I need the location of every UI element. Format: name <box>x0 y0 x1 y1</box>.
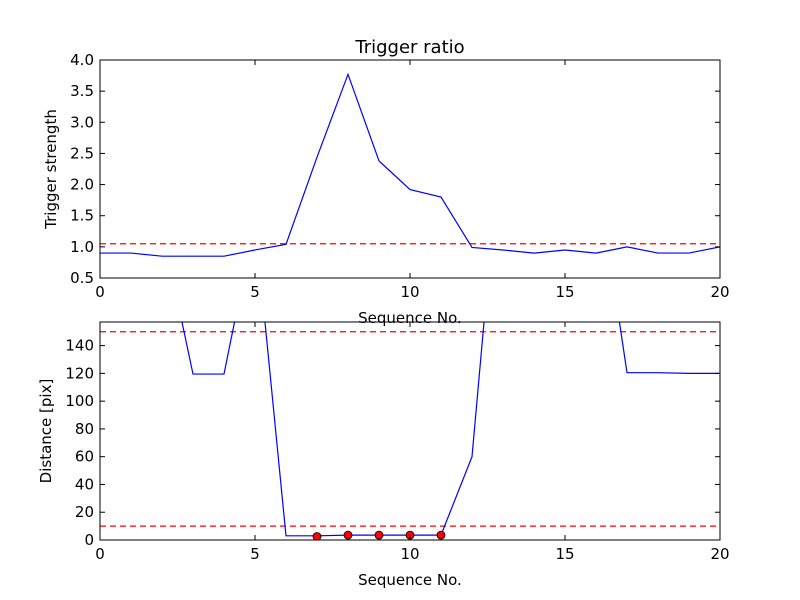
y-tick-label: 3.5 <box>70 82 94 100</box>
distance-axes-frame <box>99 321 721 541</box>
y-tick-label: 0.5 <box>70 269 94 287</box>
series-line <box>100 72 720 257</box>
x-tick-label: 20 <box>710 283 729 301</box>
y-tick-label: 20 <box>75 503 94 521</box>
x-tick-label: 10 <box>400 283 419 301</box>
y-tick-label: 120 <box>65 364 94 382</box>
y-tick-label: 80 <box>75 420 94 438</box>
y-tick-label: 0 <box>84 531 94 549</box>
data-point <box>312 532 322 540</box>
x-tick-label: 15 <box>555 545 574 563</box>
y-tick-label: 2.5 <box>70 144 94 162</box>
x-tick-label: 5 <box>250 545 260 563</box>
data-point <box>374 530 384 540</box>
x-tick-label: 15 <box>555 283 574 301</box>
x-tick-label: 0 <box>95 283 105 301</box>
y-tick-label: 1.5 <box>70 207 94 225</box>
y-tick-label: 3.0 <box>70 113 94 131</box>
trigger-axes-frame <box>99 59 721 279</box>
data-point <box>343 530 353 540</box>
y-tick-label: 1.0 <box>70 238 94 256</box>
trigger-ratio-panel: 0 5 10 15 20 0.5 1.0 1.5 2.0 2.5 3.0 3.5 4.0 Trigger… <box>42 37 730 327</box>
data-point <box>436 530 446 540</box>
series-line <box>181 322 720 537</box>
x-axis-label-bottom: Sequence No. <box>358 571 462 589</box>
y-tick-label: 140 <box>65 337 94 355</box>
y-axis-label-top: Trigger strength <box>42 109 60 230</box>
y-tick-label: 100 <box>65 392 94 410</box>
y-tick-label: 2.0 <box>70 176 94 194</box>
y-tick-label: 4.0 <box>70 51 94 69</box>
y-tick-label: 40 <box>75 475 94 493</box>
distance-axis-ticks: 0 5 10 15 20 0 20 40 60 80 100 120 140 <box>65 322 730 563</box>
y-axis-label-bottom: Distance [pix] <box>37 379 55 484</box>
y-tick-label: 60 <box>75 448 94 466</box>
x-tick-label: 0 <box>95 545 105 563</box>
distance-plot-area <box>100 322 720 540</box>
x-tick-label: 20 <box>710 545 729 563</box>
chart-title: Trigger ratio <box>354 37 464 58</box>
trigger-axis-ticks: 0 5 10 15 20 0.5 1.0 1.5 2.0 2.5 3.0 3.5 4.0 <box>70 51 729 301</box>
x-tick-label: 5 <box>250 283 260 301</box>
trigger-plot-area <box>100 72 720 257</box>
x-tick-label: 10 <box>400 545 419 563</box>
